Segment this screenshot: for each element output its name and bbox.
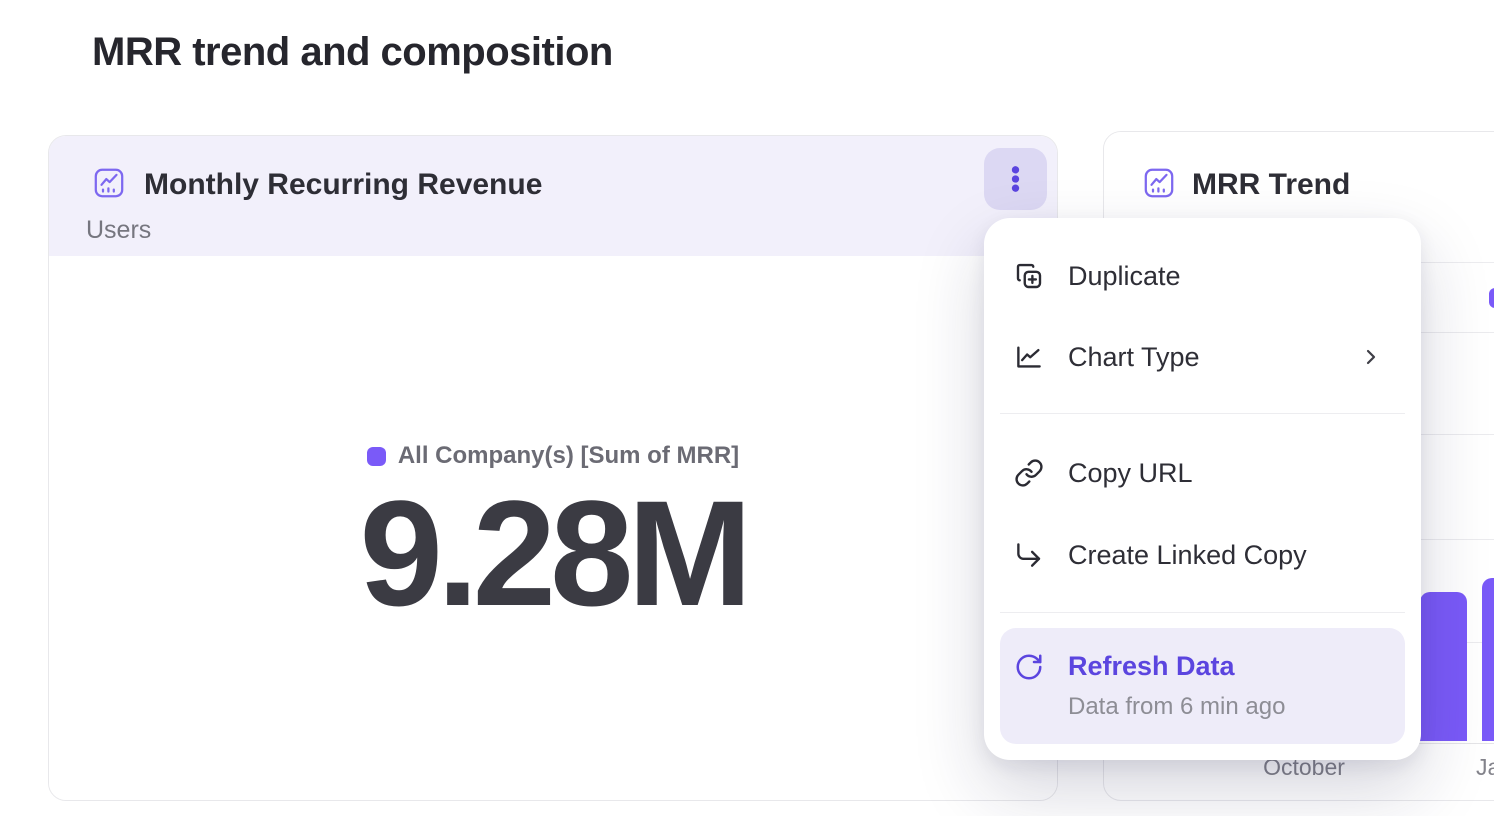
menu-item-chart-type[interactable]: Chart Type xyxy=(1000,328,1405,386)
chart-widget-icon xyxy=(91,165,127,201)
menu-item-copy-url[interactable]: Copy URL xyxy=(1000,444,1405,502)
menu-item-label: Copy URL xyxy=(1068,457,1193,488)
legend-swatch xyxy=(366,446,386,466)
trend-card-title: MRR Trend xyxy=(1192,168,1351,201)
link-icon xyxy=(1014,458,1044,488)
menu-divider xyxy=(1000,612,1405,613)
menu-item-label: Create Linked Copy xyxy=(1068,539,1307,570)
mrr-card-subtitle: Users xyxy=(86,216,152,244)
refresh-data-label: Refresh Data xyxy=(1068,651,1235,681)
x-axis-label-january: January xyxy=(1476,754,1494,780)
chevron-right-icon xyxy=(1359,345,1383,369)
chart-widget-icon xyxy=(1141,165,1177,201)
menu-item-label: Chart Type xyxy=(1068,341,1200,372)
trend-bar xyxy=(1420,592,1467,741)
menu-divider xyxy=(1000,413,1405,414)
mrr-card[interactable]: Monthly Recurring Revenue Users All Comp… xyxy=(48,135,1058,801)
chart-type-icon xyxy=(1014,342,1044,372)
card-context-menu: Duplicate Chart Type Copy URL xyxy=(984,218,1421,760)
mrr-card-header: Monthly Recurring Revenue Users xyxy=(49,136,1057,256)
card-options-button[interactable] xyxy=(984,148,1047,210)
mrr-card-title: Monthly Recurring Revenue xyxy=(144,168,543,201)
refresh-data-sublabel: Data from 6 min ago xyxy=(1068,693,1286,721)
page-title: MRR trend and composition xyxy=(92,30,613,74)
metric-legend: All Company(s) [Sum of MRR] xyxy=(49,442,1057,470)
metric-value: 9.28M xyxy=(359,469,753,637)
menu-item-create-linked-copy[interactable]: Create Linked Copy xyxy=(1000,526,1405,584)
corner-down-right-arrow-icon xyxy=(1014,540,1044,570)
kebab-menu-icon xyxy=(1010,164,1021,194)
trend-bar xyxy=(1482,578,1494,741)
duplicate-icon xyxy=(1014,261,1044,291)
mrr-card-body: All Company(s) [Sum of MRR] 9.28M xyxy=(49,256,1057,800)
trend-legend-swatch xyxy=(1489,288,1494,308)
legend-label: All Company(s) [Sum of MRR] xyxy=(397,442,740,469)
menu-item-refresh-data[interactable]: Refresh Data Data from 6 min ago xyxy=(1000,628,1405,744)
menu-item-duplicate[interactable]: Duplicate xyxy=(1000,247,1405,305)
menu-item-label: Duplicate xyxy=(1068,260,1181,291)
refresh-icon xyxy=(1014,652,1044,682)
